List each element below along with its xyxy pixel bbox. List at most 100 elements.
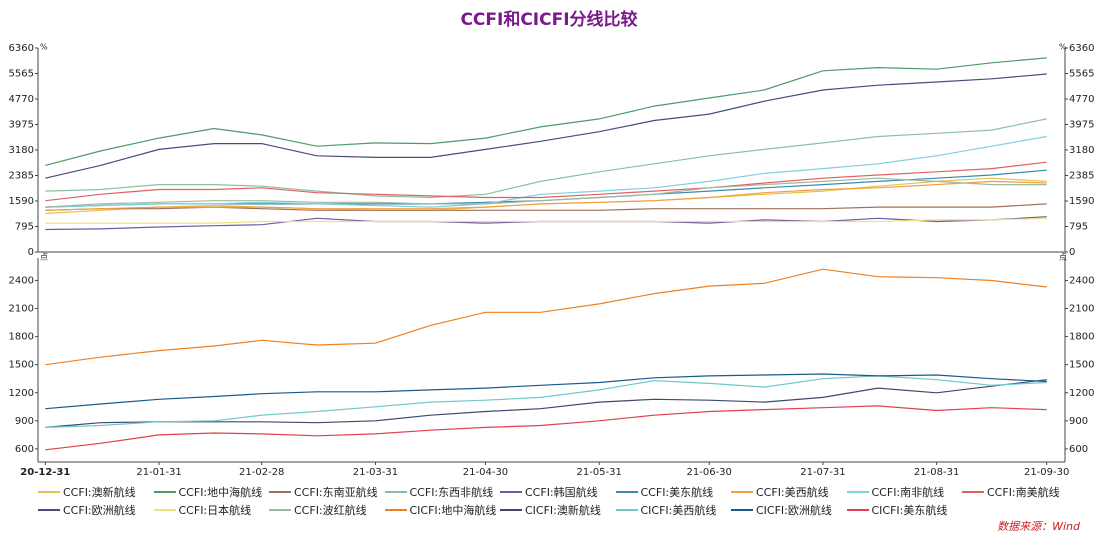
legend-label: CICFI:澳新航线 — [525, 504, 601, 517]
x-tick-label: 21-01-31 — [136, 467, 181, 478]
y-tick-label: 795 — [15, 222, 34, 233]
legend-swatch — [384, 509, 407, 511]
y-tick-label: 1500 — [1069, 360, 1094, 371]
legend-label: CICFI:欧洲航线 — [756, 504, 832, 517]
y-axis-unit: 点 — [1059, 253, 1067, 262]
legend-label: CCFI:南美航线 — [987, 486, 1060, 499]
series-line — [45, 118, 1047, 199]
x-tick-label: 20-12-31 — [20, 467, 70, 478]
y-tick-label: 1590 — [9, 196, 34, 207]
y-tick-label: 2385 — [1069, 171, 1094, 182]
legend-label: CCFI:欧洲航线 — [63, 504, 136, 517]
legend-item: CCFI:韩国航线 — [500, 484, 598, 500]
y-tick-label: 600 — [1069, 444, 1088, 455]
y-tick-label: 6360 — [9, 43, 34, 54]
x-tick-label: 21-03-31 — [353, 467, 398, 478]
y-tick-label: 3975 — [9, 120, 34, 131]
chart-title: CCFI和CICFI分线比较 — [460, 9, 637, 30]
y-tick-label: 2100 — [9, 304, 34, 315]
legend-item: CCFI:南非航线 — [846, 484, 945, 500]
y-tick-label: 0 — [28, 247, 34, 258]
y-tick-label: 4770 — [9, 94, 34, 105]
legend-item: CCFI:日本航线 — [153, 502, 252, 518]
y-tick-label: 1500 — [9, 360, 34, 371]
y-tick-label: 600 — [15, 444, 34, 455]
y-tick-label: 5565 — [1069, 69, 1094, 80]
legend-item: CCFI:东西非航线 — [384, 484, 494, 500]
legend-swatch — [962, 491, 984, 493]
legend-item: CCFI:欧洲航线 — [38, 502, 136, 518]
legend-swatch — [615, 491, 638, 493]
y-tick-label: 795 — [1069, 222, 1088, 233]
y-axis-unit: % — [40, 43, 48, 52]
y-tick-label: 1800 — [1069, 332, 1094, 343]
legend-label: CCFI:东西非航线 — [409, 486, 494, 499]
series-line — [45, 161, 1047, 202]
y-tick-label: 2100 — [1069, 304, 1094, 315]
legend-label: CICFI:美西航线 — [640, 504, 717, 517]
y-axis-unit: 点 — [40, 253, 48, 262]
legend-label: CCFI:美东航线 — [640, 486, 714, 499]
legend-item: CICFI:美西航线 — [615, 502, 717, 518]
legend-label: CCFI:地中海航线 — [178, 486, 263, 499]
legend-item: CCFI:澳新航线 — [38, 484, 136, 500]
legend-item: CCFI:地中海航线 — [153, 484, 263, 500]
legend-swatch — [269, 491, 291, 493]
legend-swatch — [731, 509, 753, 511]
y-tick-label: 5565 — [9, 69, 34, 80]
legend-swatch — [384, 491, 407, 493]
legend-swatch — [846, 491, 869, 493]
legend-swatch — [269, 509, 291, 511]
legend-swatch — [500, 491, 522, 493]
y-tick-label: 1200 — [1069, 388, 1094, 399]
y-tick-label: 900 — [1069, 416, 1088, 427]
y-tick-label: 2400 — [9, 275, 34, 286]
legend-label: CCFI:美西航线 — [756, 486, 829, 499]
series-line — [45, 379, 1047, 428]
y-tick-label: 3975 — [1069, 120, 1094, 131]
legend-label: CCFI:日本航线 — [178, 504, 252, 517]
legend-swatch — [731, 491, 753, 493]
legend-item: CICFI:澳新航线 — [500, 502, 601, 518]
y-tick-label: 1200 — [9, 388, 34, 399]
legend-item: CCFI:东南亚航线 — [269, 484, 378, 500]
legend-swatch — [153, 509, 176, 511]
x-tick-label: 21-09-30 — [1024, 467, 1069, 478]
legend-item: CCFI:美西航线 — [731, 484, 829, 500]
legend-item: CICFI:美东航线 — [846, 502, 948, 518]
series-line — [45, 268, 1047, 366]
legend-swatch — [153, 491, 176, 493]
x-tick-label: 21-07-31 — [800, 467, 845, 478]
series-line — [45, 217, 1047, 224]
legend-label: CICFI:地中海航线 — [409, 504, 497, 517]
series-line — [45, 375, 1047, 428]
y-tick-label: 3180 — [9, 145, 34, 156]
legend-label: CCFI:澳新航线 — [63, 486, 136, 499]
legend-item: CCFI:南美航线 — [962, 484, 1060, 500]
y-tick-label: 2385 — [9, 171, 34, 182]
y-tick-label: 6360 — [1069, 43, 1094, 54]
legend-swatch — [38, 509, 60, 511]
series-line — [45, 177, 1047, 208]
legend-item: CCFI:美东航线 — [615, 484, 714, 500]
legend-swatch — [500, 509, 522, 511]
legend-label: CCFI:韩国航线 — [525, 486, 598, 499]
legend-item: CCFI:波红航线 — [269, 502, 367, 518]
legend-swatch — [846, 509, 869, 511]
legend-label: CICFI:美东航线 — [871, 504, 948, 517]
x-tick-label: 21-04-30 — [463, 467, 508, 478]
legend-label: CCFI:南非航线 — [871, 486, 945, 499]
y-tick-label: 900 — [15, 416, 34, 427]
legend-swatch — [615, 509, 638, 511]
y-tick-label: 1800 — [9, 332, 34, 343]
y-axis-unit: % — [1059, 43, 1067, 52]
series-line — [45, 135, 1047, 208]
y-tick-label: 0 — [1069, 247, 1075, 258]
x-tick-label: 21-08-31 — [914, 467, 959, 478]
series-line — [45, 57, 1047, 166]
legend-item: CICFI:地中海航线 — [384, 502, 497, 518]
x-tick-label: 21-02-28 — [239, 467, 284, 478]
series-line — [45, 73, 1047, 179]
